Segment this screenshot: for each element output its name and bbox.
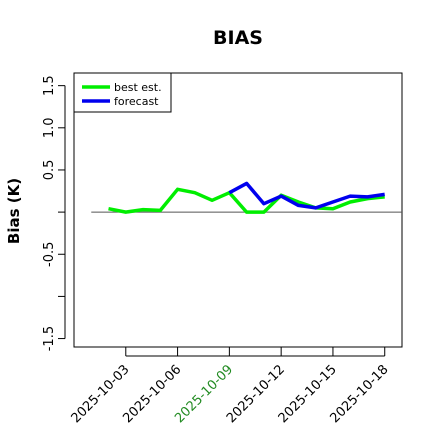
y-tick-label: 1.0 <box>42 117 57 138</box>
y-tick-label: 1.5 <box>42 75 57 96</box>
x-axis: 2025-10-032025-10-062025-10-092025-10-12… <box>69 347 392 426</box>
y-tick-label: -0.5 <box>42 242 57 267</box>
y-axis: 1.5 1.0 0.5 -0.5 -1.5 <box>42 75 66 351</box>
y-tick-label: 0.5 <box>42 160 57 181</box>
legend-label-best-est: best est. <box>114 81 162 94</box>
legend-label-forecast: forecast <box>114 95 159 108</box>
chart-title: BIAS <box>213 27 263 49</box>
y-axis-label: Bias (K) <box>5 178 23 244</box>
series-line-forecast <box>228 181 385 210</box>
legend-box <box>73 72 172 113</box>
series-layer <box>108 181 385 214</box>
y-tick-label: -1.5 <box>42 326 57 351</box>
legend: best est. forecast <box>73 72 172 113</box>
series-line-best-est <box>108 187 385 214</box>
plot-area-frame <box>73 72 403 348</box>
